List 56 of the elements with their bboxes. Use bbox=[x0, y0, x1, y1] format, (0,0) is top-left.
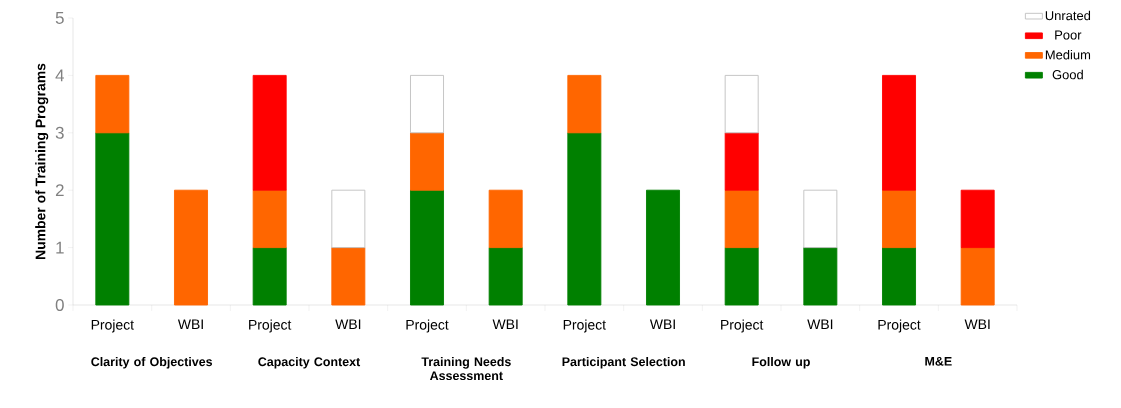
x-tick-label: WBI bbox=[177, 319, 203, 330]
y-tick-label: 0 bbox=[55, 299, 64, 311]
text: Participant Selection bbox=[562, 357, 685, 369]
bar bbox=[960, 189, 995, 249]
x-tick-label: WBI bbox=[807, 319, 833, 330]
x-tick-label: WBI bbox=[649, 319, 675, 330]
bar bbox=[803, 247, 838, 306]
y-tick-label: 1 bbox=[56, 241, 64, 254]
text: M&E bbox=[925, 357, 952, 366]
y-axis-title: Number of Training Programs bbox=[35, 63, 49, 259]
bar bbox=[331, 247, 366, 306]
legend-label: Unrated bbox=[1045, 10, 1091, 21]
bar bbox=[724, 247, 759, 306]
x-tick-label: Project bbox=[563, 319, 606, 333]
x-tick-label: WBI bbox=[964, 319, 990, 330]
x-tick-label: Project bbox=[249, 319, 292, 333]
x-tick-label: WBI bbox=[492, 319, 518, 330]
x-tick-label: Project bbox=[91, 319, 134, 333]
x-tick-label: WBI bbox=[335, 319, 361, 330]
bar bbox=[567, 132, 602, 306]
bar bbox=[488, 247, 523, 306]
bar bbox=[410, 132, 444, 191]
bar bbox=[488, 189, 523, 249]
bar bbox=[882, 189, 916, 249]
bar bbox=[252, 74, 287, 191]
bar bbox=[803, 189, 838, 249]
legend-label: Good bbox=[1052, 69, 1083, 80]
text: Clarity of Objectives bbox=[91, 357, 213, 369]
text: Training Needs Assessment bbox=[421, 357, 511, 381]
legend-label: Medium bbox=[1045, 49, 1091, 60]
bar bbox=[174, 189, 208, 306]
bar bbox=[410, 74, 444, 134]
bar bbox=[331, 189, 366, 249]
y-tick-label: 4 bbox=[55, 69, 64, 82]
bar bbox=[882, 247, 916, 306]
bar bbox=[960, 247, 995, 306]
bar bbox=[410, 189, 444, 306]
bar bbox=[567, 74, 602, 134]
bar bbox=[724, 74, 759, 134]
bar bbox=[95, 74, 130, 134]
x-tick-label: Project bbox=[406, 319, 449, 333]
bar bbox=[724, 189, 759, 249]
bar bbox=[724, 132, 759, 191]
text: Follow up bbox=[752, 357, 810, 369]
y-tick-label: 2 bbox=[55, 184, 64, 197]
bar bbox=[882, 74, 916, 191]
bar bbox=[252, 189, 287, 249]
x-tick-label: Project bbox=[721, 319, 764, 333]
legend-label: Poor bbox=[1055, 30, 1082, 40]
x-tick-label: Project bbox=[878, 319, 921, 333]
text: Capacity Context bbox=[258, 357, 361, 369]
y-tick-label: 3 bbox=[55, 126, 64, 139]
y-tick-label: 5 bbox=[55, 12, 64, 24]
bar bbox=[252, 247, 287, 306]
bar bbox=[95, 132, 130, 306]
bar bbox=[646, 189, 680, 306]
